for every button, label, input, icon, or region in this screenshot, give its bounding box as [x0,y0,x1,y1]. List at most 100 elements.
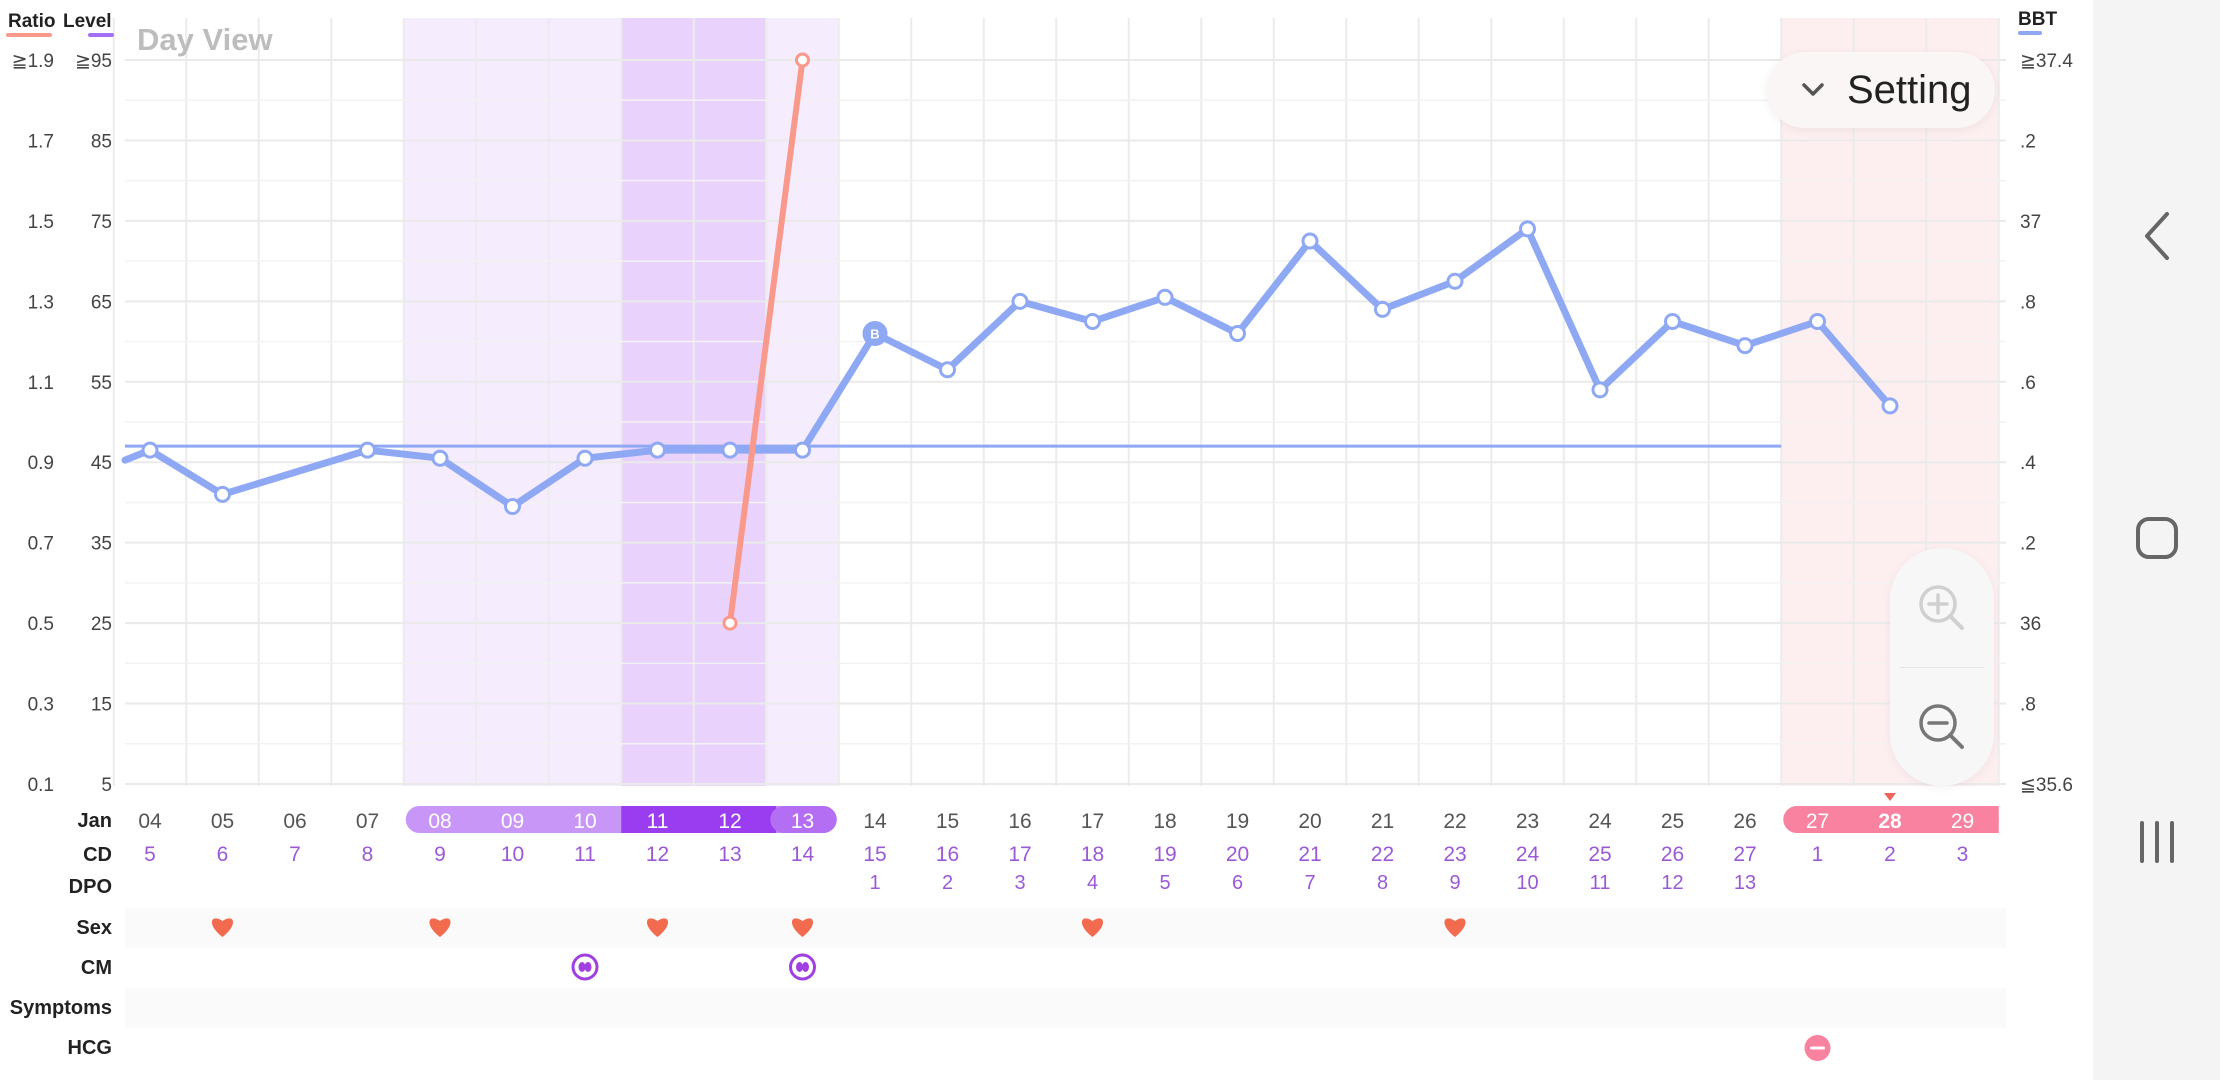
cycle-day-label: 27 [1733,843,1756,866]
bbt-point [862,321,888,347]
setting-button[interactable]: Setting [1767,52,1995,128]
heart-icon [1081,918,1104,937]
date-label: 28 [1878,810,1902,833]
cycle-day-label: 10 [501,843,524,866]
bbt-point [504,497,521,515]
chevron-down-icon [1802,83,1824,96]
cervical-mucus-icon-drop [584,962,592,972]
ratio-axis-title: Ratio [8,11,56,32]
cervical-mucus-icon-drop [802,962,809,972]
bbt-tick-label: .8 [2020,292,2036,313]
date-label: 21 [1371,810,1394,833]
date-label: 05 [211,810,234,833]
period-date-pill [1783,806,1999,833]
bbt-point [1809,312,1826,330]
cm-row-label: CM [81,957,112,979]
level-series [722,52,810,631]
dpo-label: 12 [1661,872,1683,894]
cycle-day-label: 1 [1812,843,1824,866]
date-label: 24 [1588,810,1612,833]
date-label: 23 [1516,810,1539,833]
cycle-day-label: 3 [1957,843,1969,866]
setting-label: Setting [1847,67,1972,112]
nav-home-button[interactable] [2093,478,2220,598]
bbt-tick-label: ≧37.4 [2020,51,2073,72]
cycle-day-label: 14 [791,843,815,866]
dpo-label: 10 [1516,872,1538,894]
cycle-day-label: 20 [1226,843,1249,866]
hcg-row-label: HCG [68,1037,112,1059]
bbt-tick-label: .6 [2020,373,2036,394]
dpo-label: 5 [1159,872,1170,894]
bbt-point [649,441,666,459]
date-label: 15 [936,810,959,833]
zoom-in-icon [1919,584,1964,630]
cycle-day-label: 17 [1008,843,1031,866]
cycle-day-label: 5 [144,843,156,866]
ratio-tick-label: 0.1 [28,775,54,796]
cycle-day-label: 7 [289,843,301,866]
cycle-day-label: 16 [936,843,959,866]
level-tick-label: 45 [91,453,112,474]
row-background [125,988,2006,1028]
bbt-point [214,485,231,503]
today-marker-icon [1884,793,1896,801]
ratio-tick-label: ≧1.9 [12,51,54,72]
cycle-day-label: 18 [1081,843,1104,866]
dpo-label: 3 [1014,872,1025,894]
period-date-pill-end [1952,806,1999,833]
cycle-day-label: 6 [217,843,229,866]
zoom-out-button[interactable] [1890,667,1994,786]
bbt-point [1229,325,1246,343]
month-label: Jan [78,810,112,832]
recents-icon [2139,821,2174,863]
bbt-point [359,441,376,459]
cycle-day-label: 23 [1443,843,1466,866]
bbt-point [1011,292,1029,310]
heart-icon [1444,918,1466,937]
date-label: 12 [718,810,741,833]
bbt-point-marker-label: B [870,327,879,342]
bbt-point [1881,397,1899,415]
bbt-point [794,441,811,459]
view-mode-label: Day View [137,22,273,57]
ratio-tick-label: 0.7 [28,534,54,555]
cycle-day-label: 26 [1661,843,1684,866]
bbt-point [1519,220,1536,238]
level-tick-label: 75 [91,212,112,233]
sex-row-label: Sex [76,917,112,939]
dpo-label: 9 [1449,872,1460,894]
fertile-window-band [403,18,477,786]
date-label: 11 [647,810,669,833]
bbt-tick-label: 36 [2020,614,2041,635]
date-label: 13 [791,810,814,833]
dpo-label: 1 [869,872,880,894]
symptoms-row-label: Symptoms [10,997,112,1019]
cycle-day-label: 9 [434,843,446,866]
bbt-point [1374,300,1391,318]
date-label: 16 [1008,810,1031,833]
level-axis-title: Level [63,11,112,32]
level-tick-label: 25 [91,614,112,635]
nav-recents-button[interactable] [2093,782,2220,902]
level-tick-label: 5 [101,775,112,796]
dpo-label: 7 [1304,872,1315,894]
level-tick-label: 35 [91,534,112,555]
cycle-day-label: 2 [1884,843,1896,866]
cycle-day-label: 21 [1298,843,1321,866]
bbt-tick-label: ≦35.6 [2020,775,2073,796]
zoom-divider [1900,667,1984,668]
bbt-point [1736,337,1754,355]
bbt-point [431,449,449,467]
heart-icon [791,918,814,937]
zoom-in-button[interactable] [1890,548,1994,667]
heart-icon [646,918,669,937]
heart-icon [429,918,451,937]
nav-back-button[interactable] [2093,176,2220,296]
period-band [1781,18,1854,786]
date-label: 04 [138,810,162,833]
dpo-label: 13 [1734,872,1756,894]
row-background [125,948,2006,988]
date-label: 14 [863,810,887,833]
